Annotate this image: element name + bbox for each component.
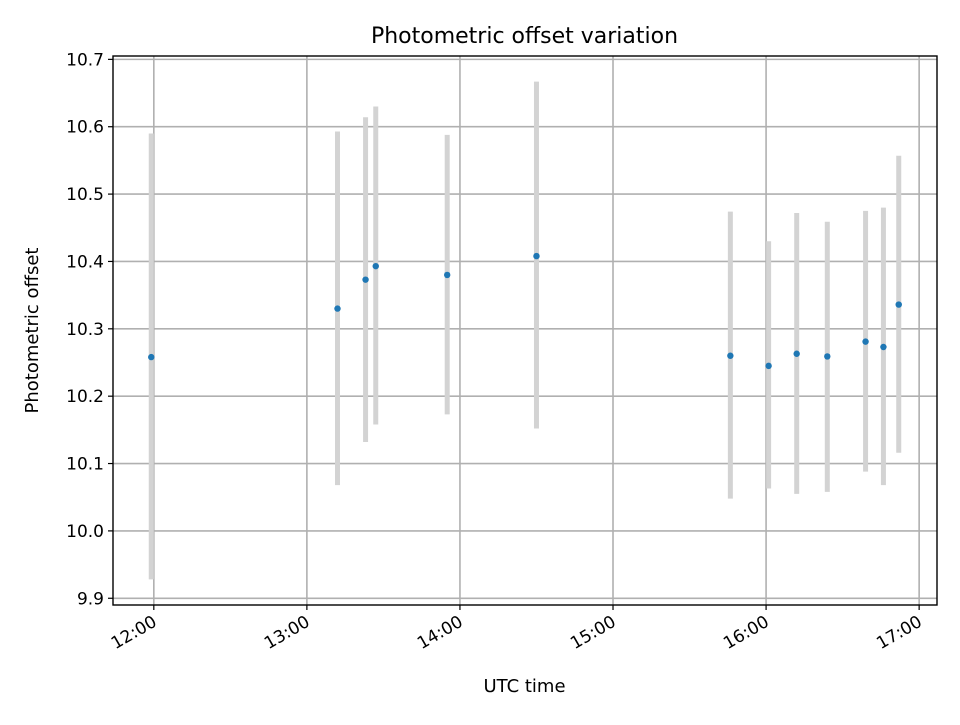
y-tick-label: 9.9 [77, 589, 104, 609]
x-tick-label: 16:00 [720, 612, 772, 654]
data-point [148, 353, 155, 361]
y-tick-label: 10.2 [66, 387, 104, 407]
data-point [793, 350, 800, 357]
data-point [334, 305, 341, 312]
y-tick-label: 10.1 [66, 455, 104, 475]
y-axis-label: Photometric offset [22, 248, 43, 414]
data-point [362, 276, 369, 283]
y-tick-label: 10.6 [66, 118, 104, 138]
grid [113, 56, 937, 605]
x-tick-label: 15:00 [567, 612, 619, 654]
data-point [443, 271, 451, 279]
y-tick-label: 10.3 [66, 320, 104, 340]
x-tick-label: 13:00 [261, 612, 313, 654]
plot-frame [112, 55, 938, 606]
data-points [148, 252, 902, 370]
x-tick-label: 17:00 [873, 612, 925, 654]
data-point [880, 343, 887, 351]
y-tick-label: 10.7 [66, 50, 104, 70]
data-point [895, 301, 902, 308]
y-tick-label: 10.5 [66, 185, 104, 205]
errorbars [148, 81, 902, 580]
chart-title: Photometric offset variation [371, 24, 678, 49]
data-point [727, 352, 734, 359]
data-point [824, 353, 831, 360]
data-point [765, 362, 772, 370]
x-axis-label: UTC time [483, 676, 565, 697]
data-point [862, 338, 869, 345]
y-tick-label: 10.4 [66, 252, 104, 272]
y-tick-label: 10.0 [66, 522, 104, 542]
x-tick-label: 12:00 [108, 612, 160, 654]
data-point [533, 252, 540, 260]
data-point [372, 262, 379, 270]
x-tick-label: 14:00 [414, 612, 466, 654]
